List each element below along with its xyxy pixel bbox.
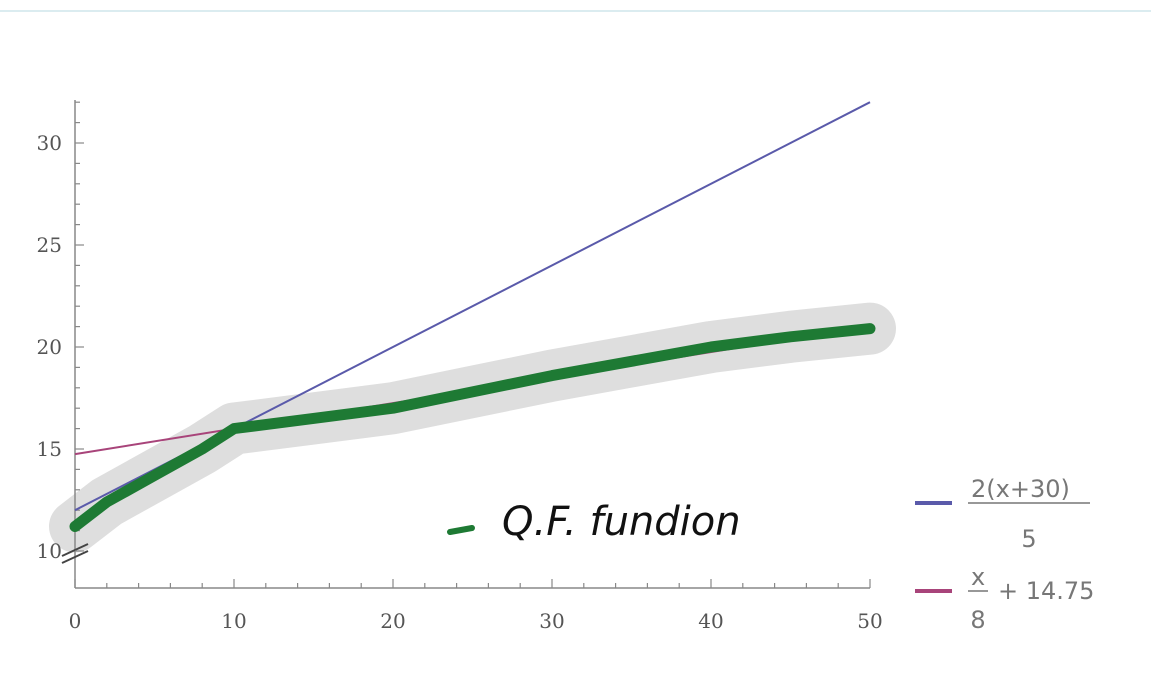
x-tick-label: 30 xyxy=(539,609,564,633)
legend: 2(x+30) 5 x 8 + 14.75 xyxy=(915,475,1094,634)
qf-function-curve xyxy=(69,323,876,532)
qf-annotation: Q.F. fundion xyxy=(69,323,876,545)
qf-function-highlight xyxy=(49,302,896,553)
top-divider xyxy=(0,10,1151,12)
axes: 0 10 20 30 40 50 10 15 20 25 30 xyxy=(37,100,883,633)
axis-break-mark xyxy=(61,550,89,564)
y-tick-label: 10 xyxy=(37,539,62,563)
x-tick-label: 0 xyxy=(69,609,82,633)
legend-numerator: 2(x+30) xyxy=(971,475,1070,503)
highlight-band xyxy=(49,302,896,553)
y-tick-label: 20 xyxy=(37,335,62,359)
x-tick-label: 20 xyxy=(380,609,405,633)
qf-annotation-label: Q.F. fundion xyxy=(502,499,741,545)
axis-break-mark xyxy=(61,543,89,557)
y-tick-label: 30 xyxy=(37,131,62,155)
x-tick-label: 40 xyxy=(698,609,723,633)
legend-denominator: 5 xyxy=(1021,525,1036,553)
legend-numerator: x xyxy=(971,563,985,591)
y-tick-label: 25 xyxy=(37,233,62,257)
y-tick-label: 15 xyxy=(37,437,62,461)
legend-denominator: 8 xyxy=(970,606,985,634)
x-tick-label: 10 xyxy=(221,609,246,633)
legend-suffix: + 14.75 xyxy=(998,577,1094,605)
qf-legend-dash xyxy=(447,525,475,535)
x-tick-label: 50 xyxy=(857,609,882,633)
